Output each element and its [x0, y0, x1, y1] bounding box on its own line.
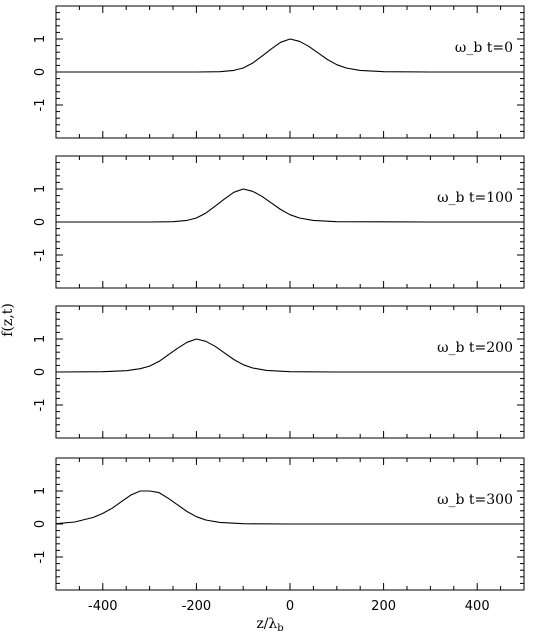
y-tick-label: 1: [33, 335, 48, 343]
y-tick-label: 0: [33, 368, 48, 376]
x-tick-label: 200: [371, 599, 396, 614]
x-tick-label: 400: [465, 599, 490, 614]
y-tick-label: 0: [33, 520, 48, 528]
x-axis-tick-labels: -400 -200 0 200 400: [88, 599, 490, 614]
x-tick-label: -200: [182, 599, 212, 614]
y-tick-label: 1: [33, 487, 48, 495]
series-line: [55, 490, 524, 525]
y-axis-title: f(z,t): [0, 303, 16, 337]
x-tick-label: 0: [286, 599, 294, 614]
y-tick-label: 0: [33, 218, 48, 226]
x-axis-title-main: z/λ: [256, 616, 277, 632]
y-tick-label: -1: [33, 399, 48, 412]
panel-1: -1 0 1 ω_b t=0: [33, 5, 525, 139]
panels: -1 0 1 ω_b t=0 -1 0 1 ω_b t=100 -1 0 1 ω_b t=200 -1 0…: [33, 5, 525, 591]
x-axis-title: z/λb: [256, 616, 283, 634]
y-tick-label: -1: [33, 249, 48, 262]
x-tick-label: -400: [88, 599, 118, 614]
y-tick-label: 1: [33, 185, 48, 193]
panel-annotation: ω_b t=200: [437, 340, 513, 356]
x-axis-title-sub: b: [277, 623, 283, 634]
panel-annotation: ω_b t=0: [455, 40, 513, 56]
y-tick-label: -1: [33, 551, 48, 564]
y-tick-label: -1: [33, 99, 48, 112]
series-line: [55, 338, 524, 373]
panel-3: -1 0 1 ω_b t=200: [33, 305, 525, 439]
series-line: [56, 38, 524, 73]
panel-4: -1 0 1 ω_b t=300: [33, 457, 525, 591]
panel-2: -1 0 1 ω_b t=100: [33, 155, 525, 289]
panel-annotation: ω_b t=300: [437, 492, 513, 508]
series-line: [56, 188, 524, 223]
y-tick-label: 0: [33, 68, 48, 76]
y-tick-label: 1: [33, 35, 48, 43]
panel-annotation: ω_b t=100: [437, 190, 513, 206]
